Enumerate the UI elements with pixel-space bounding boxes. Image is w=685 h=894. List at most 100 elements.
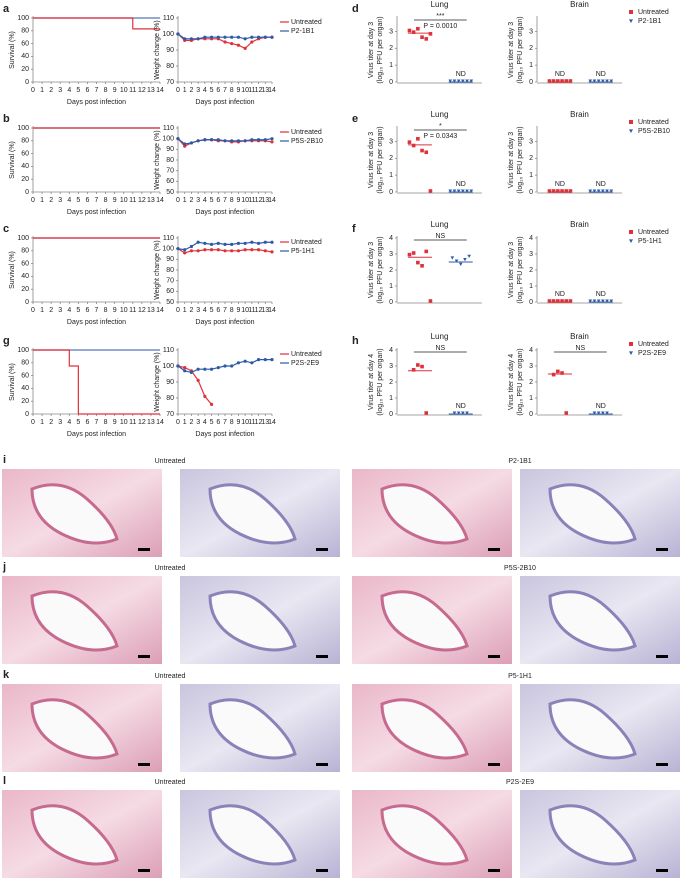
y-tick-label: 2	[389, 267, 393, 274]
point	[196, 240, 200, 244]
legend-label: P5-1H1	[291, 248, 315, 255]
point	[560, 79, 564, 83]
x-tick-label: 11	[129, 419, 136, 426]
point	[556, 189, 560, 193]
y-tick-label: 0	[389, 411, 393, 418]
point	[547, 299, 552, 303]
point	[236, 361, 241, 365]
point	[605, 79, 609, 83]
point	[256, 35, 261, 39]
legend-label: Untreated	[291, 239, 322, 246]
y-axis-label: (log₁₀ PFU per organ)	[517, 16, 524, 83]
x-tick-label: 2	[49, 87, 53, 94]
x-axis-label: Days post infection	[195, 431, 254, 438]
point	[461, 189, 465, 193]
y-axis-label: Virus titer at day 3	[368, 22, 375, 78]
y-axis-label: (log₁₀ PFU per organ)	[377, 126, 384, 193]
x-tick-label: 3	[196, 87, 200, 94]
point	[556, 369, 560, 374]
x-tick-label: 14	[156, 307, 164, 314]
x-tick-label: 10	[241, 307, 249, 314]
y-tick-label: 2	[389, 379, 393, 386]
scale-bar	[488, 763, 500, 766]
x-tick-label: 0	[31, 419, 35, 426]
point	[551, 299, 556, 303]
y-tick-label: 90	[166, 379, 174, 386]
airway-outline	[30, 483, 119, 545]
scale-bar	[316, 655, 328, 658]
series-line	[33, 17, 160, 30]
point	[465, 79, 469, 83]
point	[448, 189, 453, 193]
point	[223, 40, 227, 44]
x-tick-label: 1	[40, 87, 44, 94]
y-tick-label: 100	[162, 136, 174, 143]
y-tick-label: 0	[529, 79, 533, 86]
y-axis-label: Weight change (%)	[154, 240, 161, 299]
y-tick-label: 60	[21, 260, 29, 267]
point	[601, 299, 605, 303]
x-tick-label: 9	[236, 419, 240, 426]
point	[452, 79, 457, 83]
y-tick-label: 2	[389, 45, 393, 52]
y-axis-label: Weight change (%)	[154, 20, 161, 79]
point	[250, 240, 254, 244]
x-tick-label: 7	[223, 307, 227, 314]
x-tick-label: 7	[95, 197, 99, 204]
group-label: P5-1H1	[508, 673, 532, 680]
point	[601, 79, 605, 83]
chart-title: Lung	[431, 0, 449, 9]
point	[556, 299, 560, 303]
point	[209, 248, 214, 252]
point	[196, 37, 200, 41]
point	[236, 139, 241, 143]
airway-outline	[548, 804, 637, 866]
panel-label: j	[2, 561, 6, 573]
legend-label: Untreated	[291, 19, 322, 26]
y-tick-label: 0	[25, 189, 29, 196]
y-tick-label: 60	[21, 372, 29, 379]
x-tick-label: 0	[176, 307, 180, 314]
chart-title: Brain	[570, 110, 589, 119]
point	[601, 189, 605, 193]
x-tick-label: 1	[183, 419, 187, 426]
scale-bar	[138, 655, 150, 658]
x-tick-label: 7	[95, 87, 99, 94]
x-tick-label: 14	[268, 197, 276, 204]
x-tick-label: 2	[49, 197, 53, 204]
x-tick-label: 11	[248, 307, 255, 314]
y-axis-label: (log₁₀ PFU per organ)	[517, 236, 524, 303]
point	[416, 136, 420, 141]
point	[230, 364, 234, 368]
y-tick-label: 0	[25, 79, 29, 86]
point	[452, 411, 457, 415]
point	[183, 251, 187, 255]
x-axis-label: Days post infection	[67, 319, 126, 326]
x-tick-label: 1	[40, 307, 44, 314]
x-tick-label: 12	[255, 87, 263, 94]
p-value: P = 0.0010	[423, 23, 457, 30]
x-tick-label: 8	[230, 87, 234, 94]
point	[458, 262, 463, 266]
y-tick-label: 0	[389, 299, 393, 306]
point	[230, 242, 234, 246]
x-tick-label: 5	[76, 197, 80, 204]
y-tick-label: 50	[166, 189, 174, 196]
point	[250, 361, 254, 365]
point	[250, 40, 254, 44]
point	[216, 138, 220, 142]
point	[236, 43, 241, 47]
x-tick-label: 8	[104, 87, 108, 94]
y-tick-label: 100	[162, 246, 174, 253]
y-tick-label: 80	[166, 157, 174, 164]
airway-outline	[380, 698, 469, 760]
panel-label: g	[3, 335, 10, 347]
x-tick-label: 6	[216, 87, 220, 94]
point	[568, 79, 573, 83]
point	[411, 30, 416, 34]
group-label: P2-1B1	[508, 458, 531, 465]
nd-label: ND	[596, 71, 606, 78]
point	[183, 369, 187, 373]
point	[551, 79, 556, 83]
